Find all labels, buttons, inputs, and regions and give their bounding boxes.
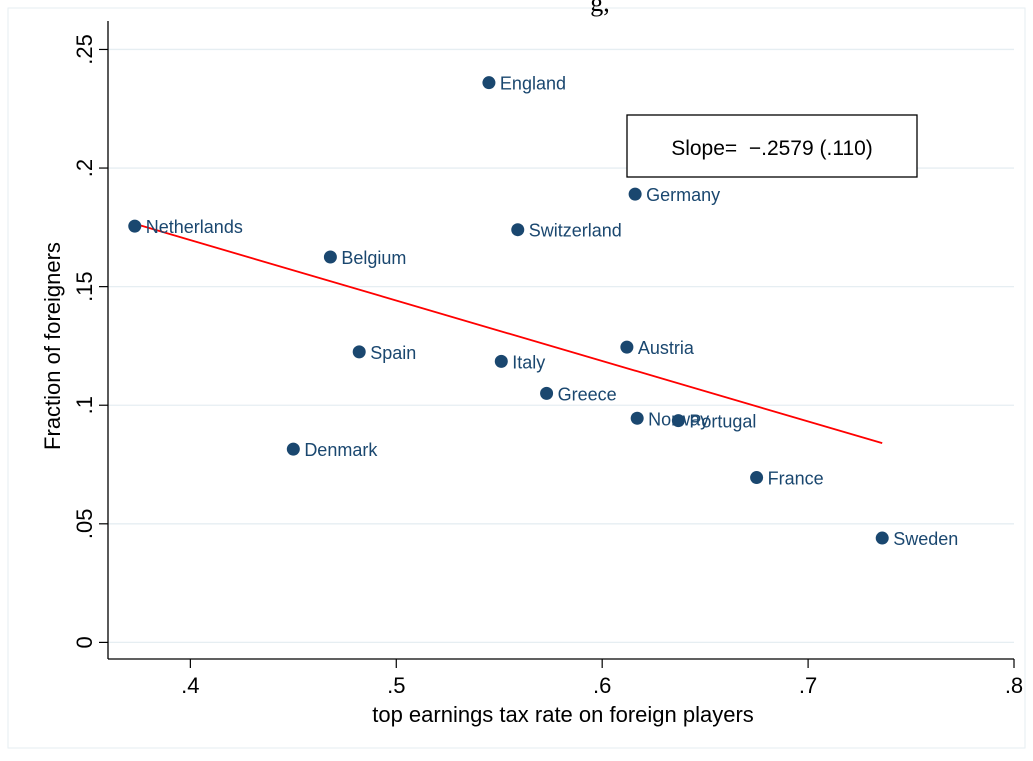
data-point [630,411,644,425]
data-point [352,345,366,359]
point-label: France [768,469,824,489]
data-point [620,340,634,354]
data-point [511,223,525,237]
x-tick-label: .6 [593,673,611,698]
fit-line [134,222,883,445]
point-label: Portugal [689,412,756,432]
point-label: Netherlands [146,217,243,237]
x-tick-label: .5 [387,673,405,698]
data-point [628,187,642,201]
point-label: Spain [370,343,416,363]
point-label: Denmark [304,440,378,460]
x-tick-label: .4 [181,673,199,698]
data-point [482,76,496,90]
axis-layer: 0 .05 .1 .15 .2 .25 .4 .5 .6 .7 .8 [72,21,1023,698]
grid-layer [108,48,1014,644]
x-axis-title: top earnings tax rate on foreign players [372,702,754,727]
y-tick-label: 0 [72,636,97,648]
point-label: Italy [512,352,545,372]
data-point [128,219,142,233]
points-layer: England Germany Netherlands Switzerland Belg… [128,74,958,549]
y-axis-title: Fraction of foreigners [40,242,65,450]
data-point [323,250,337,264]
data-point [875,531,889,545]
point-label: Austria [638,338,695,358]
y-tick-label: .2 [72,159,97,177]
slope-box [626,114,918,178]
data-point [286,442,300,456]
data-point [494,354,508,368]
y-tick-label: .05 [72,509,97,540]
y-tick-label: .1 [72,396,97,414]
x-tick-label: .8 [1005,673,1023,698]
point-label: Germany [646,185,720,205]
data-point [540,386,554,400]
point-label: Sweden [893,529,958,549]
y-tick-label: .25 [72,34,97,65]
x-tick-label: .7 [799,673,817,698]
point-label: England [500,74,566,94]
point-label: Belgium [341,248,406,268]
point-label: Greece [558,384,617,404]
point-label: Switzerland [529,221,622,241]
slope-text: Slope= −.2579 (.110) [671,137,873,160]
data-point [750,471,764,485]
cropped-title-fragment: g, [590,0,610,17]
data-point [671,414,685,428]
slope-annotation: Slope= −.2579 (.110) [626,114,918,178]
fit-line-layer [134,222,883,445]
y-tick-label: .15 [72,271,97,302]
